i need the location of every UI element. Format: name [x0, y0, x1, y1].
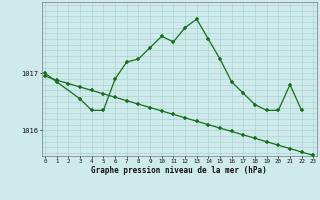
X-axis label: Graphe pression niveau de la mer (hPa): Graphe pression niveau de la mer (hPa) [91, 166, 267, 175]
